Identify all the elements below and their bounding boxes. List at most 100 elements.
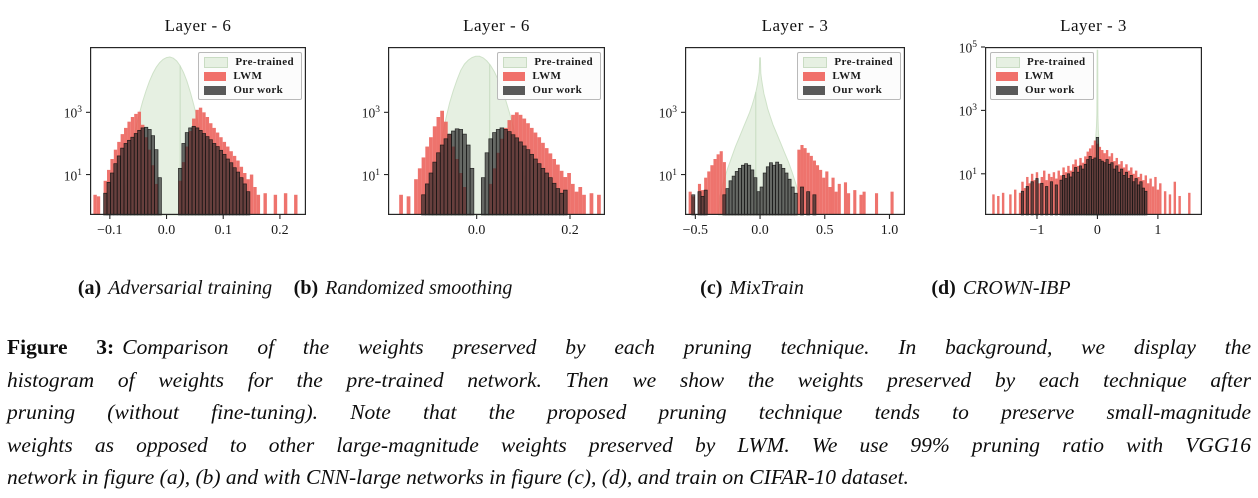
axes-frame <box>685 47 906 216</box>
x-tick-label: 0.5 <box>816 223 834 238</box>
x-tick-label: 0.1 <box>214 223 232 238</box>
caption-figure-label: Figure 3: <box>7 335 115 359</box>
legend-swatch-icon <box>803 71 826 81</box>
caption-line-2: histogram of weights for the pre-trained… <box>7 367 1251 392</box>
legend-item: Our work <box>204 84 294 96</box>
subcaption-a-text: Adversarial training <box>108 277 273 299</box>
legend: Pre-trained LWM Our work <box>497 52 601 100</box>
axes-frame <box>985 47 1203 216</box>
x-tick-label: 0 <box>1093 223 1101 238</box>
y-tick-label: 101 <box>658 167 677 184</box>
y-tick-label: 101 <box>361 167 380 184</box>
legend-item: Pre-trained <box>503 56 593 68</box>
x-tick-label: −0.5 <box>682 223 709 238</box>
caption-line-1: Figure 3: Comparison of the weights prese… <box>7 331 1251 364</box>
legend-swatch-icon <box>204 85 227 95</box>
subcaption-c-label: (c) <box>700 277 723 299</box>
legend-swatch-icon <box>503 85 526 95</box>
histogram-canvas-1 <box>384 47 606 219</box>
legend-label: Pre-trained <box>834 56 893 68</box>
x-tick-label: 0.0 <box>751 223 769 238</box>
plot-title-d: Layer - 3 <box>1060 16 1127 35</box>
legend-label: Pre-trained <box>534 56 593 68</box>
legend-swatch-icon <box>503 56 528 68</box>
legend-item: LWM <box>803 70 893 82</box>
x-tick-label: −1 <box>1029 223 1045 238</box>
legend-item: LWM <box>503 70 593 82</box>
legend-swatch-icon <box>803 85 826 95</box>
subcaption-b-text: Randomized smoothing <box>325 277 513 299</box>
subplot-b: Layer - 6 0.0 0.2 103 101 Pre-trained LWM Our … <box>362 16 606 238</box>
x-tick-label: −0.1 <box>97 223 123 238</box>
x-tick-label: 0.0 <box>467 223 486 238</box>
legend-label: Our work <box>532 84 583 96</box>
legend-label: LWM <box>1025 70 1054 82</box>
histogram-canvas-3 <box>981 46 1203 219</box>
figure-caption: Figure 3: Comparison of the weights prese… <box>7 331 1251 494</box>
legend-label: LWM <box>832 70 862 82</box>
x-tick-label: 0.0 <box>157 223 176 238</box>
legend-label: LWM <box>233 70 263 82</box>
legend-item: Pre-trained <box>204 56 294 68</box>
subcaption-a: (a) Adversarial training <box>78 277 272 300</box>
legend-swatch-icon <box>996 71 1018 81</box>
legend-swatch-icon <box>996 56 1020 68</box>
legend: Pre-trained LWM Our work <box>797 52 901 100</box>
x-tick-label: 0.2 <box>561 223 579 238</box>
plot-title-a: Layer - 6 <box>164 16 232 35</box>
legend-swatch-icon <box>204 56 229 68</box>
legend-item: LWM <box>996 70 1086 82</box>
y-tick-label: 103 <box>958 103 977 119</box>
caption-line-5: network in figure (a), (b) and with CNN-… <box>7 465 909 490</box>
subplot-a: Layer - 6 −0.1 0.0 0.1 0.2 103 101 Pre-trained… <box>64 16 307 238</box>
legend-swatch-icon <box>503 71 526 81</box>
legend-item: Pre-trained <box>996 56 1086 68</box>
legend-label: Pre-trained <box>235 56 294 68</box>
caption-line-1-text: Comparison of the weights preserved by e… <box>122 335 1251 359</box>
caption-line-3: pruning (without fine-tuning). Note that… <box>7 400 1251 425</box>
subcaption-d-label: (d) <box>931 277 956 299</box>
legend-label: Our work <box>233 84 284 96</box>
y-tick-label: 103 <box>63 105 82 121</box>
histogram-canvas-2 <box>681 47 906 219</box>
axes-frame <box>388 47 606 216</box>
legend-item: Pre-trained <box>803 56 893 68</box>
subcaption-c-text: MixTrain <box>729 277 804 299</box>
legend: Pre-trained LWM Our work <box>198 52 302 100</box>
x-tick-label: 1.0 <box>880 223 899 238</box>
subcaption-d-text: CROWN-IBP <box>962 277 1071 299</box>
legend-item: Our work <box>503 84 593 96</box>
legend-label: Our work <box>1025 84 1075 96</box>
y-tick-label: 103 <box>361 105 380 121</box>
subcaption-b-label: (b) <box>293 277 319 299</box>
legend: Pre-trained LWM Our work <box>990 52 1094 100</box>
lwm-bars <box>688 145 894 215</box>
subplot-c: Layer - 3 −0.5 0.0 0.5 1.0 103 101 Pre-trained… <box>659 16 906 238</box>
legend-item: Our work <box>803 84 893 96</box>
y-tick-label: 101 <box>63 167 82 184</box>
histogram-canvas-0 <box>86 47 307 219</box>
x-tick-label: 1 <box>1154 223 1162 238</box>
axes-frame <box>90 47 307 216</box>
x-tick-label: 0.2 <box>271 223 289 238</box>
legend-label: Our work <box>832 84 883 96</box>
legend-item: Our work <box>996 84 1086 96</box>
subcaption-b: (b) Randomized smoothing <box>294 277 513 300</box>
subcaption-a-label: (a) <box>77 277 102 299</box>
subplot-d: Layer - 3 −1 0 1 105 103 101 Pre-trained LWM Our… <box>959 16 1203 238</box>
legend-swatch-icon <box>204 71 227 81</box>
y-tick-label: 105 <box>958 40 977 56</box>
legend-swatch-icon <box>803 56 828 68</box>
subcaption-c: (c) MixTrain <box>700 277 804 300</box>
y-tick-label: 103 <box>658 105 677 121</box>
legend-label: LWM <box>532 70 562 82</box>
legend-label: Pre-trained <box>1027 56 1086 68</box>
caption-line-4: weights as opposed to other large-magnit… <box>7 432 1251 457</box>
plot-title-c: Layer - 3 <box>761 16 829 35</box>
subcaption-d: (d) CROWN-IBP <box>931 277 1070 300</box>
legend-swatch-icon <box>996 85 1018 95</box>
y-tick-label: 101 <box>958 166 977 183</box>
ours-bars <box>691 161 817 216</box>
plot-title-b: Layer - 6 <box>463 16 530 35</box>
